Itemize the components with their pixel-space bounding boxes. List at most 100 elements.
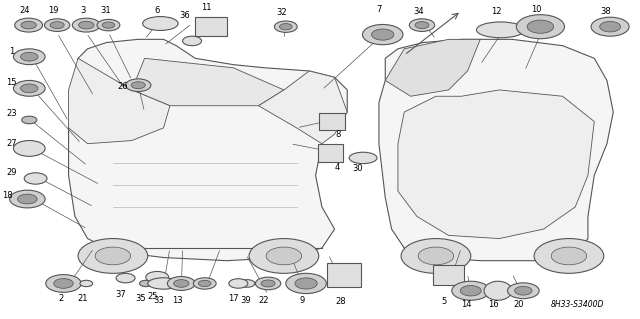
Text: 39: 39 [240, 296, 251, 305]
Text: 1: 1 [9, 48, 14, 56]
Circle shape [410, 19, 435, 32]
Text: 24: 24 [19, 6, 29, 15]
Circle shape [13, 141, 45, 156]
Circle shape [168, 277, 195, 290]
Circle shape [275, 21, 297, 33]
Circle shape [415, 22, 429, 29]
Text: 18: 18 [2, 191, 12, 200]
Text: 27: 27 [6, 139, 17, 148]
Circle shape [78, 239, 148, 273]
Text: 4: 4 [335, 163, 340, 172]
Text: 13: 13 [172, 296, 183, 305]
Ellipse shape [148, 278, 179, 289]
Circle shape [600, 21, 621, 32]
Circle shape [295, 278, 317, 289]
Bar [318, 145, 344, 162]
Text: 37: 37 [116, 290, 127, 299]
Text: 31: 31 [100, 6, 111, 15]
Circle shape [45, 19, 70, 32]
Circle shape [131, 82, 145, 89]
Polygon shape [259, 71, 348, 144]
Circle shape [286, 273, 326, 293]
Text: 33: 33 [154, 296, 164, 305]
Bar [326, 263, 362, 287]
Ellipse shape [484, 281, 512, 300]
Text: 38: 38 [600, 7, 611, 16]
Ellipse shape [476, 22, 525, 38]
Circle shape [102, 22, 115, 28]
Text: 17: 17 [228, 294, 239, 303]
Text: 23: 23 [6, 109, 17, 118]
Text: 7: 7 [376, 5, 381, 14]
Circle shape [22, 116, 37, 124]
Text: 10: 10 [531, 5, 541, 14]
Bar [433, 265, 465, 285]
Circle shape [508, 283, 539, 299]
Text: 34: 34 [413, 7, 424, 16]
Text: 2: 2 [58, 294, 63, 303]
Text: 6: 6 [154, 6, 159, 15]
Circle shape [261, 280, 275, 287]
Ellipse shape [143, 17, 178, 31]
Text: 29: 29 [6, 168, 17, 177]
Text: 21: 21 [77, 294, 88, 303]
Text: 36: 36 [179, 11, 190, 20]
Circle shape [146, 271, 168, 283]
Circle shape [97, 19, 120, 31]
Text: 5: 5 [441, 297, 446, 306]
Circle shape [551, 247, 587, 265]
Text: 35: 35 [135, 294, 145, 303]
Circle shape [173, 280, 189, 287]
Circle shape [10, 190, 45, 208]
Circle shape [362, 25, 403, 45]
Circle shape [140, 280, 152, 286]
Polygon shape [379, 39, 613, 261]
Circle shape [198, 280, 211, 286]
Circle shape [452, 281, 490, 300]
Circle shape [45, 275, 81, 292]
Circle shape [116, 273, 135, 283]
Circle shape [280, 24, 292, 30]
Circle shape [182, 36, 202, 46]
Bar [319, 113, 345, 130]
Polygon shape [385, 39, 480, 96]
Bar [195, 17, 227, 36]
Polygon shape [132, 58, 284, 106]
Circle shape [193, 278, 216, 289]
Text: 15: 15 [6, 78, 17, 86]
Circle shape [15, 18, 43, 32]
Circle shape [418, 247, 454, 265]
Circle shape [239, 280, 255, 287]
Circle shape [372, 29, 394, 40]
Circle shape [13, 80, 45, 96]
Polygon shape [398, 90, 595, 239]
Text: 25: 25 [148, 292, 158, 300]
Text: 32: 32 [276, 8, 287, 17]
Circle shape [591, 17, 629, 36]
Text: 11: 11 [201, 3, 211, 12]
Circle shape [95, 247, 131, 265]
Text: 8H33-S3400D: 8H33-S3400D [551, 300, 605, 309]
Circle shape [229, 279, 248, 288]
Circle shape [534, 239, 604, 273]
Text: 30: 30 [353, 165, 364, 174]
Text: 14: 14 [461, 300, 472, 309]
Text: 26: 26 [117, 82, 128, 91]
Text: 20: 20 [514, 300, 524, 309]
Text: 3: 3 [80, 6, 85, 15]
Circle shape [80, 280, 93, 286]
Circle shape [54, 278, 73, 288]
Text: 19: 19 [48, 6, 59, 15]
Text: 9: 9 [300, 296, 305, 305]
Circle shape [24, 173, 47, 184]
Text: 22: 22 [259, 296, 269, 305]
Circle shape [79, 21, 94, 29]
Polygon shape [68, 39, 348, 261]
Circle shape [72, 18, 100, 32]
Circle shape [266, 247, 301, 265]
Text: 16: 16 [488, 300, 499, 309]
Circle shape [401, 239, 471, 273]
Circle shape [125, 79, 151, 92]
Circle shape [527, 20, 554, 33]
Text: 12: 12 [492, 7, 502, 16]
